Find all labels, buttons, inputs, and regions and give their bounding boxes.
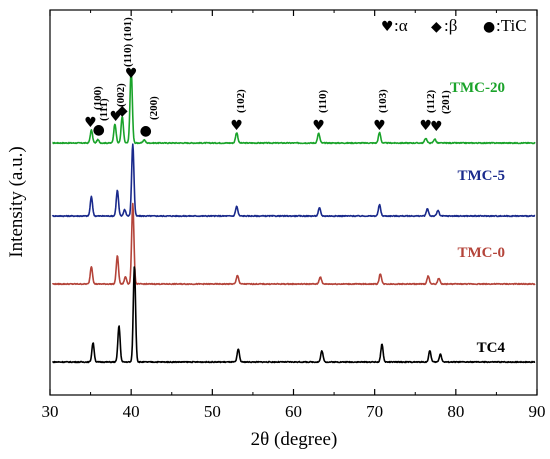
heart-alpha-marker: ♥ [373,118,386,134]
series-line-tmc-20 [52,69,536,145]
series-label: TMC-5 [458,168,506,184]
series-labels: TMC-20 TMC-5 TMC-0 TC4 [450,80,505,356]
x-tick-label: 70 [366,402,383,421]
legend-diamond-icon: ◆ [431,19,442,35]
series-label: TMC-20 [450,80,505,96]
miller-index-label: (100) [92,86,104,110]
legend-label: :β [444,16,457,35]
x-tick-label: 80 [447,402,464,421]
heart-alpha-marker: ♥ [430,119,443,135]
x-axis-tick-labels: 30 40 50 60 70 80 90 [42,402,546,421]
series-line-tmc-5 [51,143,536,218]
diamond-beta-marker: ◆ [117,103,128,119]
miller-index-label: (200) [148,96,160,120]
heart-alpha-marker: ♥ [420,118,433,134]
x-tick-label: 30 [42,402,59,421]
series-label: TMC-0 [458,245,506,261]
miller-index-label: (110) [317,89,329,113]
heart-alpha-marker: ♥ [312,118,325,134]
x-tick-label: 90 [529,402,546,421]
series-lines [51,69,536,364]
dot-tic-marker: ● [93,122,105,138]
miller-index-label: (002) [115,83,127,107]
heart-alpha-marker: ♥ [230,118,243,134]
y-axis-title: Intensity (a.u.) [6,146,27,257]
series-line-tmc-0 [51,202,536,286]
legend-dot-icon: ● [483,19,495,35]
legend-heart-icon: ♥ [381,19,394,35]
heart-alpha-marker: ♥ [125,66,138,82]
legend-label: :TiC [496,16,527,35]
miller-index-label: (111) [98,98,110,121]
x-tick-label: 40 [123,402,140,421]
miller-index-label: (103) [377,89,389,113]
x-axis-ticks [49,10,538,395]
x-axis-title: 2θ (degree) [251,429,338,450]
miller-index-label: (201) [440,90,452,114]
x-tick-label: 60 [285,402,302,421]
miller-index-label: (102) [235,89,247,113]
x-tick-label: 50 [204,402,221,421]
heart-alpha-marker: ♥ [109,109,122,125]
heart-alpha-marker: ♥ [84,115,97,131]
series-line-tc4 [52,266,536,364]
legend: ♥:α ◆:β ●:TiC [381,16,527,35]
peak-annotations: ♥(100)●(111) ♥(002)◆♥(110) (101)●(200)♥(1… [84,17,452,139]
legend-label: :α [394,16,408,35]
dot-tic-marker: ● [140,123,152,139]
miller-index-label: (110) (101) [122,17,134,67]
miller-index-label: (112) [425,89,437,113]
series-label: TC4 [477,340,506,356]
